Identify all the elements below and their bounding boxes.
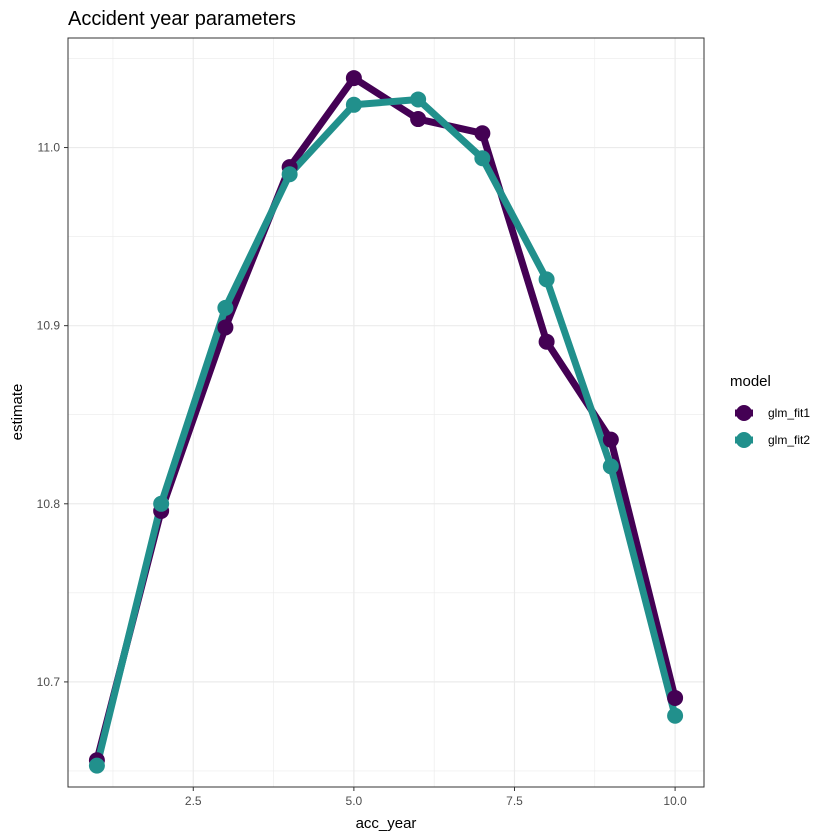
legend-title: model bbox=[730, 373, 771, 390]
data-point-glm_fit2 bbox=[217, 299, 234, 316]
data-point-glm_fit2 bbox=[88, 757, 105, 774]
legend-items: glm_fit1 glm_fit2 bbox=[735, 405, 810, 448]
y-tick-label: 10.9 bbox=[37, 319, 61, 333]
data-point-glm_fit2 bbox=[345, 96, 362, 113]
y-axis-ticks: 10.7 10.8 10.9 11.0 bbox=[37, 141, 68, 689]
data-point-glm_fit1 bbox=[345, 70, 362, 87]
data-point-glm_fit2 bbox=[667, 707, 684, 724]
x-axis-title: acc_year bbox=[356, 815, 417, 832]
x-tick-label: 2.5 bbox=[185, 794, 202, 808]
x-tick-label: 7.5 bbox=[506, 794, 523, 808]
data-point-glm_fit1 bbox=[217, 319, 234, 336]
x-tick-label: 5.0 bbox=[346, 794, 363, 808]
legend-key-point bbox=[736, 432, 752, 448]
legend: model glm_fit1 glm_fit2 bbox=[730, 373, 810, 448]
data-point-glm_fit1 bbox=[667, 689, 684, 706]
grid-lines bbox=[68, 38, 704, 787]
series-line-glm_fit2 bbox=[93, 95, 679, 770]
x-axis-ticks: 2.5 5.0 7.5 10.0 bbox=[185, 787, 687, 808]
y-tick-label: 10.8 bbox=[37, 497, 61, 511]
data-point-glm_fit2 bbox=[410, 91, 427, 108]
chart-title: Accident year parameters bbox=[68, 8, 296, 30]
data-point-glm_fit1 bbox=[602, 431, 619, 448]
series-lines bbox=[93, 74, 679, 770]
data-point-glm_fit1 bbox=[538, 333, 555, 350]
y-tick-label: 11.0 bbox=[38, 141, 61, 155]
plot-border bbox=[67, 37, 705, 788]
legend-label: glm_fit1 bbox=[768, 406, 810, 420]
data-point-glm_fit2 bbox=[538, 271, 555, 288]
data-point-glm_fit2 bbox=[153, 495, 170, 512]
data-point-glm_fit2 bbox=[281, 166, 298, 183]
plot-panel bbox=[68, 38, 704, 787]
data-point-glm_fit2 bbox=[602, 458, 619, 475]
legend-key-point bbox=[736, 405, 752, 421]
series-points bbox=[88, 70, 684, 774]
legend-label: glm_fit2 bbox=[768, 433, 810, 447]
y-axis-title: estimate bbox=[9, 384, 26, 441]
x-tick-label: 10.0 bbox=[663, 794, 687, 808]
y-tick-label: 10.7 bbox=[37, 675, 61, 689]
data-point-glm_fit1 bbox=[474, 125, 491, 142]
series-line-glm_fit1 bbox=[93, 74, 679, 764]
data-point-glm_fit1 bbox=[410, 111, 427, 128]
data-point-glm_fit2 bbox=[474, 150, 491, 167]
